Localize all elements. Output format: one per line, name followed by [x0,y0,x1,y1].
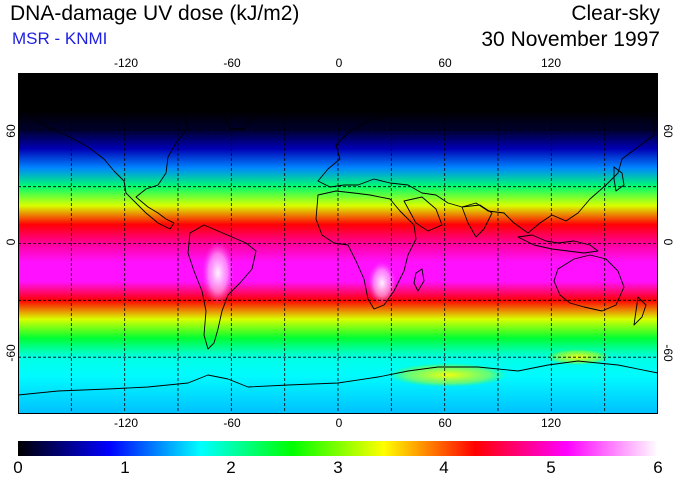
coastline-eurasia [317,100,655,234]
coastline-antarctica [18,360,658,396]
sky-condition-label: Clear-sky [571,2,660,25]
lon-tick-top: 120 [540,56,562,70]
coastline-indonesia [517,234,599,254]
lat-tick-left: 0 [4,238,18,246]
lon-tick-top: 60 [438,56,452,70]
uv-hotspot-south-america [202,241,234,305]
lon-tick-top: -120 [113,56,139,70]
coastline-new-zealand [633,296,647,326]
lon-tick-bottom: -120 [113,416,139,430]
colorbar [18,441,658,456]
coastline-greenland [213,86,269,130]
lon-tick-top: 0 [335,56,343,70]
lat-tick-left: 60 [4,124,18,138]
coastline-india [461,204,493,238]
colorbar-label: 5 [546,458,556,477]
coastline-south-america [187,224,257,350]
coastline-north-america [29,94,189,230]
map-frame [18,73,658,414]
lat-tick-right: 60 [661,124,675,138]
date-label: 30 November 1997 [481,28,660,51]
coastline-australia [553,254,625,312]
colorbar-label: 4 [439,458,449,477]
map-title: DNA-damage UV dose (kJ/m2) [10,2,300,25]
source-label: MSR - KNMI [12,29,108,48]
colorbar-label: 1 [120,458,130,477]
coastline-africa [315,190,417,310]
colorbar-label: 3 [333,458,343,477]
uv-dose-map [18,73,658,414]
lon-tick-bottom: 120 [540,416,562,430]
uv-high-antarctic-east [388,363,508,387]
lon-tick-bottom: 60 [438,416,452,430]
lat-tick-right: -60 [661,344,675,362]
coastline-japan [613,166,625,192]
lon-tick-top: -60 [223,56,241,70]
coastline-arabia [403,196,443,232]
colorbar-gradient [18,441,658,456]
coastline-madagascar [413,268,425,292]
colorbar-label: 6 [653,458,663,477]
uv-hotspot-africa [368,261,396,305]
lat-tick-left: -60 [4,344,18,362]
lat-tick-right: 0 [661,238,675,246]
colorbar-label: 2 [226,458,236,477]
colorbar-label: 0 [13,458,23,477]
lon-tick-bottom: -60 [223,416,241,430]
lon-tick-bottom: 0 [335,416,343,430]
coastlines [18,86,658,396]
